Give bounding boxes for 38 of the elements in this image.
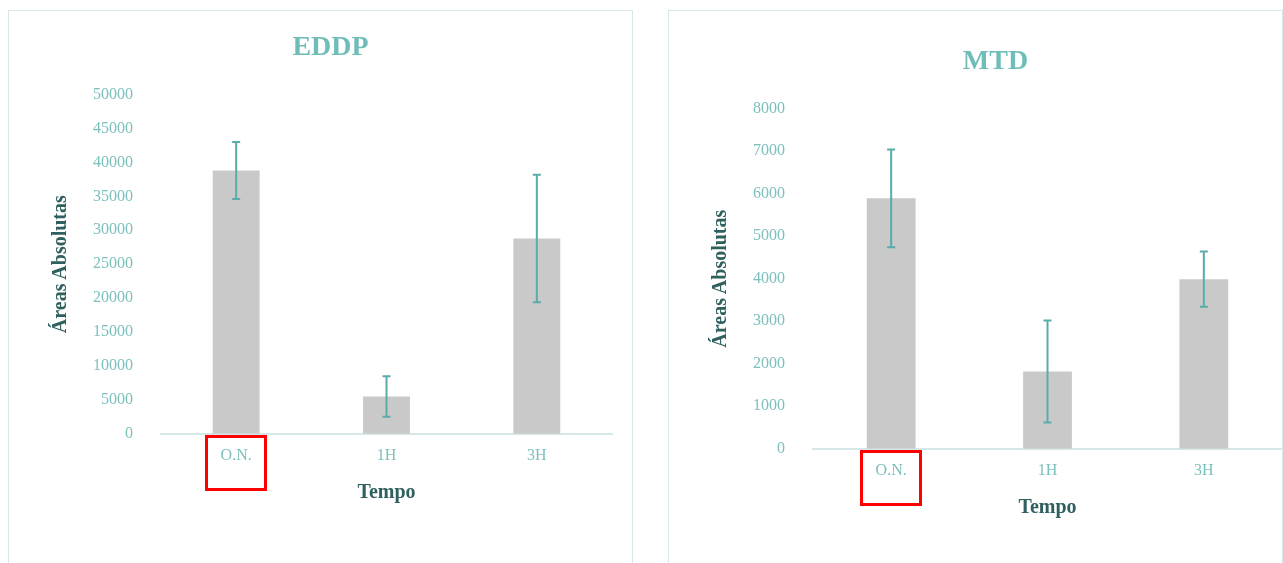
- y-axis-title: Áreas Absolutas: [708, 209, 731, 348]
- y-tick-label: 3000: [753, 311, 785, 329]
- y-tick-label: 0: [125, 424, 133, 441]
- y-tick-label: 45000: [93, 118, 133, 136]
- y-tick-label: 40000: [93, 152, 133, 170]
- y-tick-label: 8000: [753, 98, 785, 116]
- bar: [1179, 279, 1229, 449]
- x-tick-label: 1H: [1037, 460, 1058, 478]
- y-tick-label: 20000: [93, 288, 133, 306]
- x-tick-label: 3H: [527, 445, 548, 463]
- y-tick-label: 1000: [753, 396, 785, 414]
- bar: [1023, 371, 1072, 449]
- y-tick-label: 0: [777, 439, 785, 456]
- x-tick-label: O.N.: [220, 445, 252, 463]
- y-tick-label: 5000: [753, 226, 785, 244]
- y-tick-label: 10000: [93, 356, 133, 374]
- y-tick-label: 7000: [753, 141, 785, 159]
- bar: [513, 238, 561, 434]
- x-axis-title: Tempo: [1018, 495, 1077, 519]
- y-tick-label: 35000: [93, 186, 133, 204]
- chart-title: EDDP: [292, 30, 369, 62]
- y-tick-label: 6000: [753, 183, 785, 201]
- x-axis-title: Tempo: [357, 480, 416, 504]
- bar: [866, 198, 916, 449]
- y-tick-label: 4000: [753, 268, 785, 286]
- y-tick-label: 30000: [93, 220, 133, 238]
- y-axis-title: Áreas Absolutas: [48, 194, 71, 334]
- bar: [212, 170, 260, 434]
- chart-title: MTD: [962, 44, 1029, 76]
- x-tick-label: 1H: [376, 445, 397, 463]
- x-tick-label: O.N.: [875, 460, 907, 478]
- y-tick-label: 50000: [93, 84, 133, 102]
- x-tick-label: 3H: [1194, 460, 1215, 478]
- y-tick-label: 2000: [753, 353, 785, 371]
- y-tick-label: 5000: [101, 390, 133, 408]
- y-tick-label: 25000: [93, 254, 133, 272]
- y-tick-label: 15000: [93, 322, 133, 340]
- bar: [363, 396, 410, 434]
